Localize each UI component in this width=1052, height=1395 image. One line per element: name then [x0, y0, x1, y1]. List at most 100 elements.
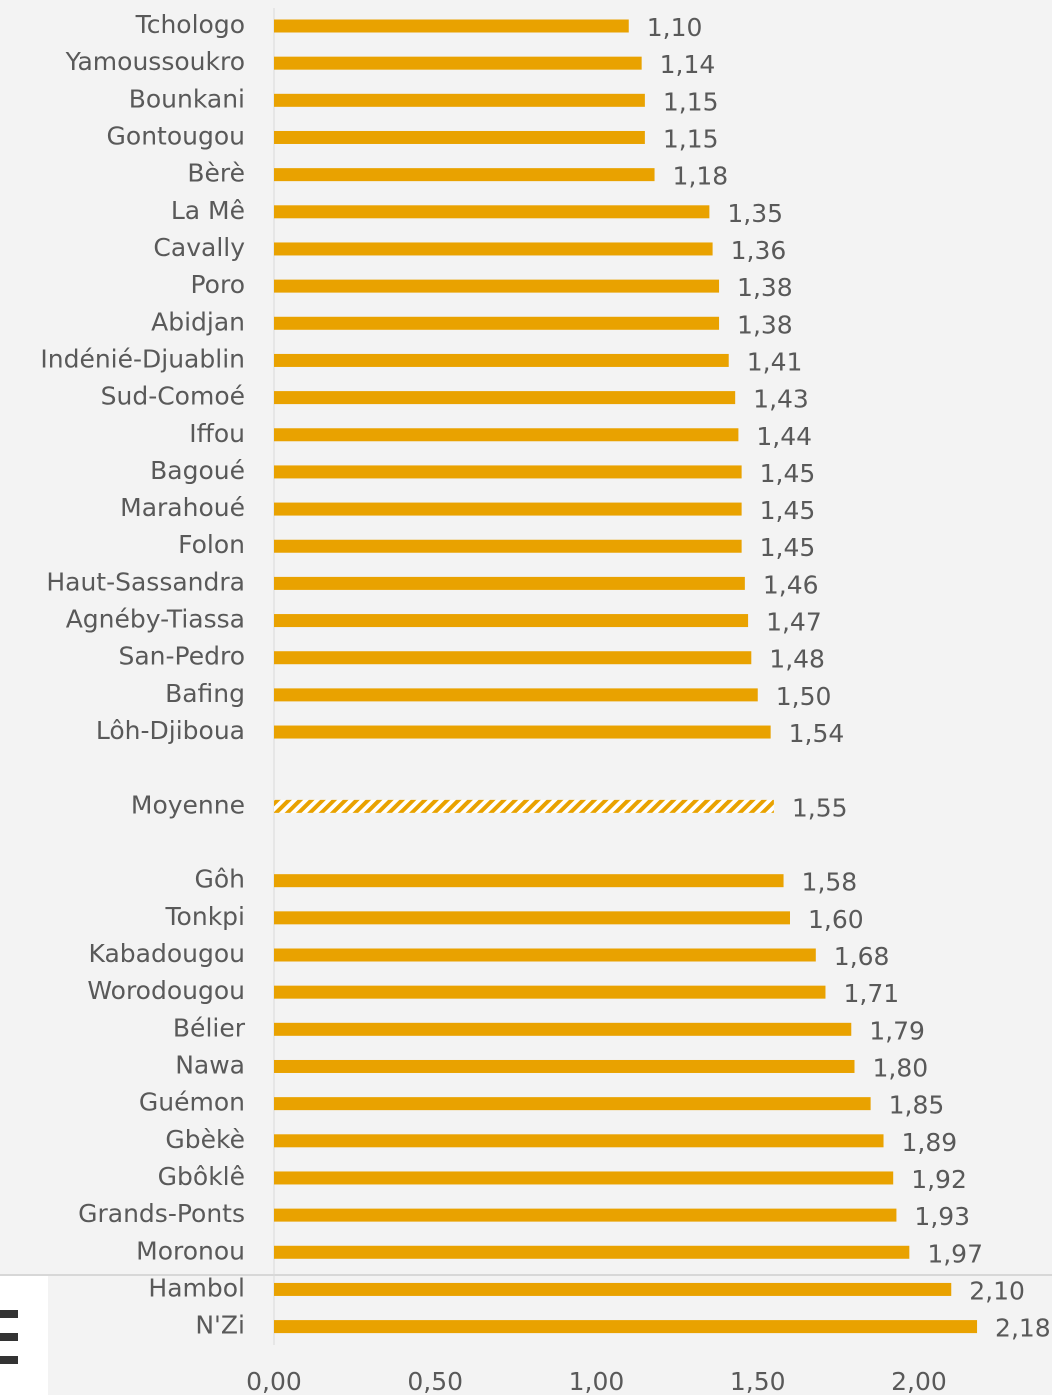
bar: [274, 56, 642, 70]
value-label: 1,15: [663, 87, 719, 116]
bar: [274, 948, 816, 962]
value-label: 1,36: [731, 236, 787, 265]
bar: [274, 725, 771, 739]
value-label: 1,60: [808, 905, 864, 934]
value-label: 1,68: [834, 942, 890, 971]
logo-icon: [0, 1356, 18, 1364]
value-label: 1,97: [927, 1239, 983, 1268]
y-tick-label: Kabadougou: [89, 939, 245, 968]
value-label: 1,54: [789, 719, 845, 748]
value-label: 1,41: [747, 347, 803, 376]
bar: [274, 614, 749, 628]
bar: [274, 130, 645, 144]
bar: [274, 1320, 978, 1334]
value-label: 1,48: [769, 645, 825, 674]
x-tick-label: 1,50: [730, 1367, 786, 1395]
y-tick-label: Gôh: [194, 865, 245, 894]
bar: [274, 799, 774, 813]
logo-icon: [0, 1333, 18, 1341]
bar: [274, 1097, 871, 1111]
bar: [274, 353, 729, 367]
y-tick-label: Haut-Sassandra: [46, 567, 245, 596]
y-tick-label: N'Zi: [195, 1311, 245, 1340]
value-label: 1,46: [763, 570, 819, 599]
value-label: 1,71: [843, 979, 899, 1008]
y-tick-label: La Mê: [171, 196, 245, 225]
y-tick-label: San-Pedro: [118, 642, 245, 671]
y-tick-label: Tchologo: [135, 10, 245, 39]
y-tick-label: Poro: [190, 270, 245, 299]
value-label: 1,44: [756, 422, 812, 451]
value-label: 1,80: [873, 1053, 929, 1082]
y-tick-label: Cavally: [153, 233, 245, 262]
y-tick-label: Guémon: [139, 1088, 245, 1117]
y-tick-label: Marahoué: [120, 493, 245, 522]
bar: [274, 93, 645, 107]
bar: [274, 279, 720, 293]
value-label: 1,79: [869, 1016, 925, 1045]
value-label: 1,14: [660, 50, 716, 79]
logo-icon: [0, 1310, 18, 1318]
bar: [274, 911, 790, 925]
bar: [274, 1208, 897, 1222]
bar: [274, 1171, 894, 1185]
value-label: 1,89: [902, 1128, 958, 1157]
x-tick-label: 1,00: [569, 1367, 625, 1395]
value-label: 1,58: [802, 868, 858, 897]
value-label: 1,38: [737, 310, 793, 339]
x-tick-label: 0,00: [246, 1367, 302, 1395]
y-tick-label: Moronou: [136, 1236, 245, 1265]
value-label: 1,47: [766, 608, 822, 637]
y-tick-label: Gontougou: [107, 121, 245, 150]
bar: [274, 539, 742, 553]
bar: [274, 1245, 910, 1259]
y-tick-label: Bèrè: [187, 159, 245, 188]
y-tick-label: Nawa: [175, 1050, 245, 1079]
bar: [274, 576, 745, 590]
value-label: 1,10: [647, 13, 703, 42]
y-tick-label: Worodougou: [87, 976, 245, 1005]
y-tick-label: Bafing: [165, 679, 245, 708]
y-tick-label: Moyenne: [131, 790, 245, 819]
value-label: 1,35: [727, 199, 783, 228]
bar: [274, 168, 655, 182]
value-label: 1,38: [737, 273, 793, 302]
bar: [274, 502, 742, 516]
bar: [274, 316, 720, 330]
y-tick-label: Abidjan: [151, 307, 245, 336]
value-label: 1,45: [760, 459, 816, 488]
bar: [274, 428, 739, 442]
bar: [274, 205, 710, 219]
y-tick-label: Gbôklê: [158, 1162, 245, 1191]
bar: [274, 1059, 855, 1073]
value-label: 1,45: [760, 496, 816, 525]
y-tick-label: Agnéby-Tiassa: [66, 605, 245, 634]
y-tick-label: Iffou: [189, 419, 245, 448]
y-tick-label: Tonkpi: [165, 902, 245, 931]
x-tick-label: 2,00: [891, 1367, 947, 1395]
y-tick-label: Bélier: [173, 1013, 246, 1042]
value-label: 1,93: [914, 1202, 970, 1231]
bar: [274, 874, 784, 888]
value-label: 1,45: [760, 533, 816, 562]
y-tick-label: Sud-Comoé: [101, 382, 245, 411]
y-tick-label: Gbèkè: [165, 1125, 245, 1154]
value-label: 1,43: [753, 385, 809, 414]
bar: [274, 242, 713, 256]
value-label: 1,92: [911, 1165, 967, 1194]
bar: [274, 465, 742, 479]
bar: [274, 1282, 952, 1296]
value-label: 2,18: [995, 1314, 1051, 1343]
value-label: 1,50: [776, 682, 832, 711]
value-label: 1,15: [663, 124, 719, 153]
value-label: 1,55: [792, 793, 848, 822]
value-label: 2,10: [969, 1276, 1025, 1305]
bar: [274, 688, 758, 702]
bar: [274, 985, 826, 999]
y-tick-label: Indénié-Djuablin: [40, 344, 245, 373]
y-tick-label: Yamoussoukro: [65, 47, 245, 76]
x-tick-label: 0,50: [407, 1367, 463, 1395]
bar: [274, 391, 736, 405]
y-tick-label: Bounkani: [129, 84, 245, 113]
